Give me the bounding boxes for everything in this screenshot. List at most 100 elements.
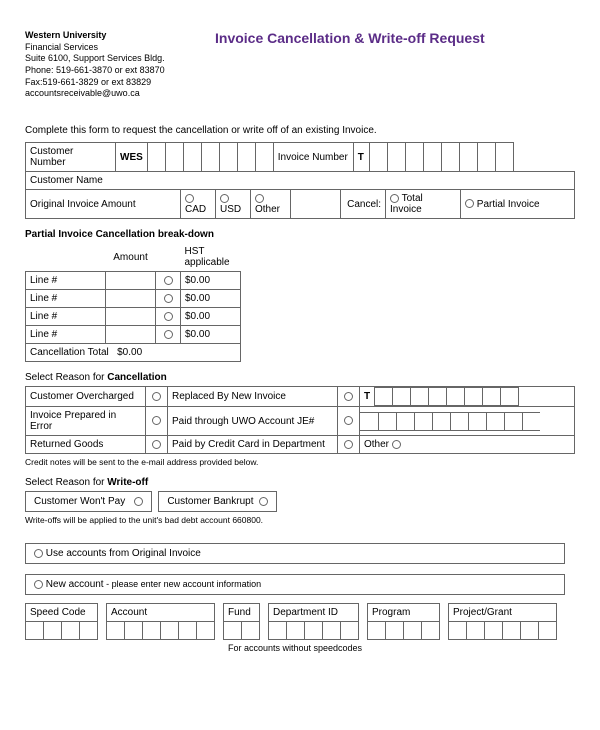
writeoff-wont-pay[interactable]: Customer Won't Pay — [25, 491, 152, 512]
program-cell[interactable] — [368, 622, 386, 640]
reason-overcharged-radio[interactable] — [146, 387, 168, 407]
project-cell[interactable] — [467, 622, 485, 640]
je-number-cell[interactable] — [504, 412, 522, 430]
reason-replaced-radio[interactable] — [338, 387, 360, 407]
invoice-number-cell[interactable] — [405, 143, 423, 172]
customer-number-cell[interactable] — [237, 143, 255, 172]
customer-number-cell[interactable] — [183, 143, 201, 172]
page-title: Invoice Cancellation & Write-off Request — [215, 30, 575, 100]
invoice-number-cell[interactable] — [477, 143, 495, 172]
je-number-cell[interactable] — [414, 412, 432, 430]
accounts-new-account[interactable]: New account - please enter new account i… — [25, 574, 565, 595]
account-cell[interactable] — [161, 622, 179, 640]
program-cell[interactable] — [422, 622, 440, 640]
account-cell[interactable] — [143, 622, 161, 640]
org-fax: Fax:519-661-3829 or ext 83829 — [25, 77, 215, 89]
cancel-total-invoice[interactable]: Total Invoice — [386, 190, 461, 219]
replaced-invoice-cell[interactable] — [429, 388, 447, 406]
replaced-invoice-cell[interactable] — [375, 388, 393, 406]
account-cell[interactable] — [125, 622, 143, 640]
fund-cell[interactable] — [242, 622, 260, 640]
currency-usd[interactable]: USD — [216, 190, 251, 219]
writeoff-heading: Select Reason for Write-off — [25, 477, 575, 488]
speed-code-cell[interactable] — [80, 622, 98, 640]
reason-other[interactable]: Other — [360, 436, 575, 454]
breakdown-amount-input[interactable] — [106, 326, 156, 344]
account-cell[interactable] — [107, 622, 125, 640]
replaced-invoice-cell[interactable] — [483, 388, 501, 406]
invoice-number-cell[interactable] — [459, 143, 477, 172]
project-cell[interactable] — [521, 622, 539, 640]
replaced-invoice-cell[interactable] — [501, 388, 519, 406]
org-email: accountsreceivable@uwo.ca — [25, 88, 215, 100]
customer-number-cell[interactable] — [147, 143, 165, 172]
program-cell[interactable] — [386, 622, 404, 640]
dept-cell[interactable] — [305, 622, 323, 640]
currency-other-input[interactable] — [291, 190, 341, 219]
breakdown-hst-radio[interactable] — [156, 308, 181, 326]
breakdown-table: Amount HST applicable Line # $0.00 Line … — [25, 243, 241, 362]
invoice-number-prefix: T — [353, 143, 369, 172]
speed-code-cell[interactable] — [44, 622, 62, 640]
speed-code-cell[interactable] — [62, 622, 80, 640]
breakdown-hst-radio[interactable] — [156, 290, 181, 308]
je-number-cell[interactable] — [378, 412, 396, 430]
program-cell[interactable] — [404, 622, 422, 640]
breakdown-amount-input[interactable] — [106, 272, 156, 290]
invoice-number-cell[interactable] — [423, 143, 441, 172]
breakdown-hst-radio[interactable] — [156, 272, 181, 290]
org-dept: Financial Services — [25, 42, 215, 54]
breakdown-col-hst: HST applicable — [181, 243, 241, 272]
breakdown-hst-value: $0.00 — [181, 290, 241, 308]
replaced-invoice-prefix: T — [360, 388, 375, 406]
account-cell[interactable] — [179, 622, 197, 640]
speed-code-cell[interactable] — [26, 622, 44, 640]
customer-number-cell[interactable] — [201, 143, 219, 172]
customer-number-cell[interactable] — [165, 143, 183, 172]
breakdown-line-label: Line # — [26, 308, 106, 326]
accounts-use-original[interactable]: Use accounts from Original Invoice — [25, 543, 565, 564]
original-amount-label: Original Invoice Amount — [26, 190, 181, 219]
reason-returned-radio[interactable] — [146, 436, 168, 454]
col-department: Department ID — [269, 604, 359, 622]
project-cell[interactable] — [485, 622, 503, 640]
writeoff-bankrupt[interactable]: Customer Bankrupt — [158, 491, 277, 512]
je-number-cell[interactable] — [468, 412, 486, 430]
replaced-invoice-cell[interactable] — [393, 388, 411, 406]
fund-cell[interactable] — [224, 622, 242, 640]
cancel-partial-invoice[interactable]: Partial Invoice — [461, 190, 575, 219]
breakdown-amount-input[interactable] — [106, 308, 156, 326]
replaced-invoice-cell[interactable] — [447, 388, 465, 406]
currency-cad[interactable]: CAD — [181, 190, 216, 219]
customer-number-cell[interactable] — [255, 143, 273, 172]
breakdown-hst-radio[interactable] — [156, 326, 181, 344]
project-cell[interactable] — [449, 622, 467, 640]
project-cell[interactable] — [503, 622, 521, 640]
currency-other[interactable]: Other — [251, 190, 291, 219]
cancel-reason-table: Customer Overcharged Replaced By New Inv… — [25, 386, 575, 454]
reason-paid-uwo-radio[interactable] — [338, 407, 360, 436]
je-number-cell[interactable] — [360, 412, 378, 430]
invoice-number-cell[interactable] — [369, 143, 387, 172]
breakdown-amount-input[interactable] — [106, 290, 156, 308]
je-number-cell[interactable] — [450, 412, 468, 430]
reason-overcharged-label: Customer Overcharged — [26, 387, 146, 407]
je-number-cell[interactable] — [396, 412, 414, 430]
dept-cell[interactable] — [269, 622, 287, 640]
invoice-number-cell[interactable] — [495, 143, 513, 172]
dept-cell[interactable] — [287, 622, 305, 640]
reason-error-radio[interactable] — [146, 407, 168, 436]
account-cell[interactable] — [197, 622, 215, 640]
je-number-cell[interactable] — [432, 412, 450, 430]
replaced-invoice-cell[interactable] — [465, 388, 483, 406]
je-number-cell[interactable] — [486, 412, 504, 430]
replaced-invoice-cell[interactable] — [411, 388, 429, 406]
je-number-cell[interactable] — [522, 412, 540, 430]
dept-cell[interactable] — [323, 622, 341, 640]
invoice-number-cell[interactable] — [441, 143, 459, 172]
reason-credit-card-radio[interactable] — [338, 436, 360, 454]
invoice-number-cell[interactable] — [387, 143, 405, 172]
customer-number-cell[interactable] — [219, 143, 237, 172]
project-cell[interactable] — [539, 622, 557, 640]
dept-cell[interactable] — [341, 622, 359, 640]
